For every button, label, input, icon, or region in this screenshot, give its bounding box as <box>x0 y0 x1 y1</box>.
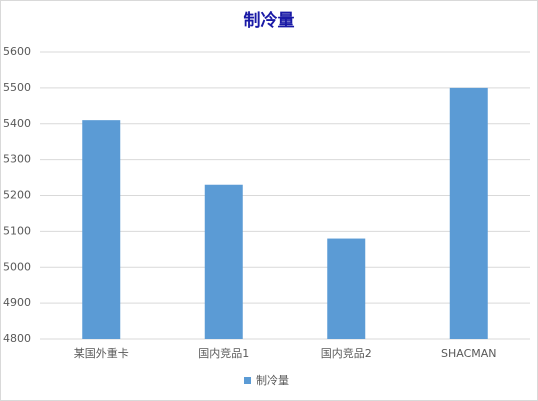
y-tick-label: 4900 <box>3 296 31 309</box>
bar <box>449 87 488 339</box>
y-tick-label: 5300 <box>3 153 31 166</box>
y-tick-label: 5400 <box>3 117 31 130</box>
x-tick-label: 国内竞品2 <box>321 346 372 360</box>
y-tick-label: 5500 <box>3 81 31 94</box>
bar <box>82 120 121 339</box>
legend-label: 制冷量 <box>256 374 289 387</box>
chart-title: 制冷量 <box>244 10 295 31</box>
x-tick-label: SHACMAN <box>441 347 497 360</box>
y-tick-label: 5600 <box>3 45 31 58</box>
x-tick-label: 国内竞品1 <box>198 346 249 360</box>
legend-swatch <box>244 377 251 384</box>
bar <box>204 184 243 339</box>
x-tick-label: 某国外重卡 <box>74 346 129 360</box>
bar <box>327 238 366 339</box>
y-tick-label: 5100 <box>3 224 31 237</box>
y-tick-label: 5000 <box>3 260 31 273</box>
y-tick-label: 5200 <box>3 189 31 202</box>
y-tick-label: 4800 <box>3 332 31 345</box>
